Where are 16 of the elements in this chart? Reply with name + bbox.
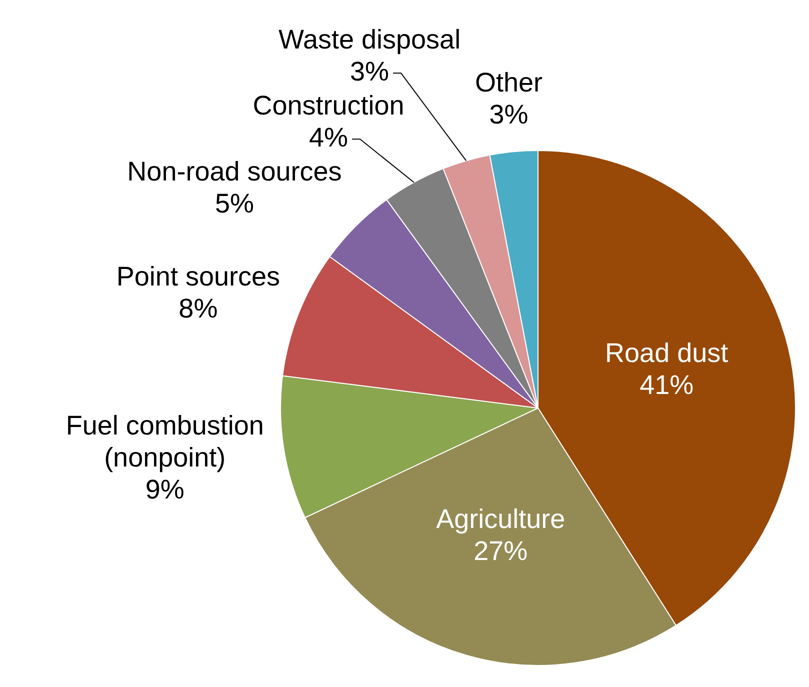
data-label: 27%: [474, 536, 528, 566]
data-label: 41%: [640, 370, 694, 400]
slice-label: Agriculture: [436, 504, 566, 534]
slice-label: Construction: [252, 90, 404, 121]
slice-label: Road dust: [605, 338, 729, 368]
data-label: 5%: [214, 188, 254, 219]
slice-label: Non-road sources: [127, 156, 342, 187]
data-label: 3%: [350, 56, 390, 87]
slice-label: Point sources: [116, 262, 280, 292]
data-label: 4%: [309, 122, 348, 153]
data-label: 3%: [489, 99, 528, 130]
slice-label: Waste disposal: [278, 24, 461, 55]
slice-label: Other: [474, 67, 542, 98]
data-label: 9%: [145, 474, 184, 504]
data-label: 8%: [178, 294, 218, 324]
slice-label: Fuel combustion (nonpoint): [66, 410, 264, 472]
